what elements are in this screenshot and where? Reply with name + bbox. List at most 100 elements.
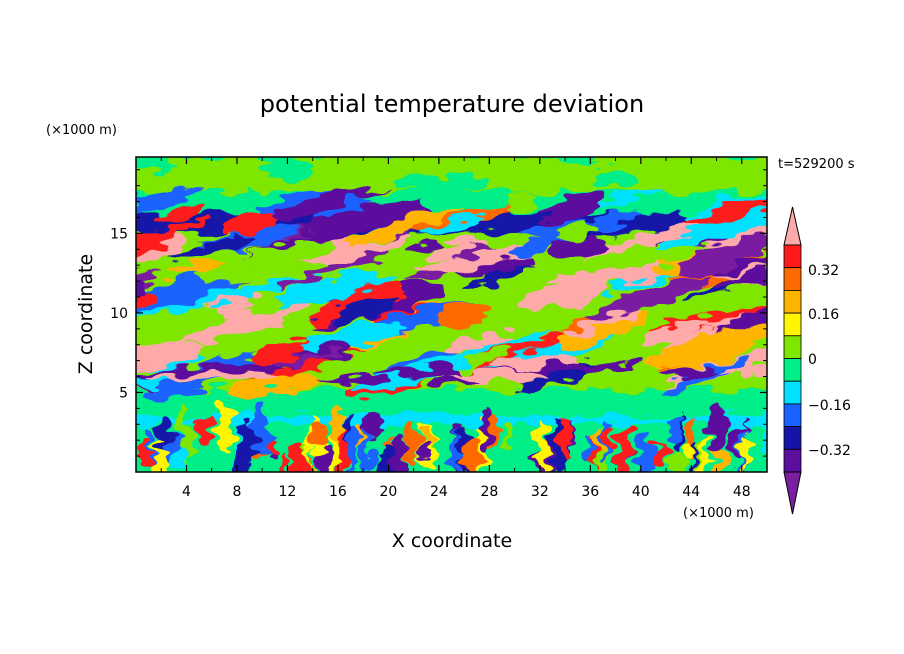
y-axis: 5 10 15 [110, 169, 767, 457]
field-blob [257, 190, 332, 215]
field-streak [660, 368, 716, 378]
field-plume [708, 400, 727, 450]
field-blob [249, 339, 317, 366]
field-plume [539, 424, 550, 472]
field-plume [309, 420, 329, 447]
field-blob [544, 277, 607, 307]
field-blob [471, 274, 569, 307]
field-blob [345, 205, 464, 246]
field-blob [270, 272, 399, 307]
field-plume [405, 423, 419, 466]
field-blob [584, 190, 666, 208]
field-streak [715, 368, 767, 378]
field-plume [664, 408, 681, 443]
field-cell [136, 171, 187, 194]
y-tick-label: 15 [110, 226, 128, 242]
colorbar-label: 0.16 [808, 307, 839, 323]
field-blob [136, 269, 159, 292]
field-plume [584, 437, 592, 465]
field-blob [605, 270, 679, 295]
colorbar-box [783, 358, 802, 382]
field-blob [429, 240, 488, 260]
y-tick-label: 10 [110, 306, 128, 322]
field-blob [254, 181, 391, 225]
field-plume [490, 410, 499, 450]
field-cell [539, 175, 597, 193]
x-tick-label: 40 [632, 484, 650, 500]
field-blob [151, 355, 205, 370]
field-blob [298, 203, 432, 233]
field-plume [196, 414, 212, 446]
y-unit-label: (×1000 m) [46, 123, 117, 138]
field-streak [214, 362, 283, 375]
field-cell [519, 159, 611, 181]
field-plume [265, 438, 278, 456]
field-plume [603, 426, 615, 446]
field-plume [694, 439, 701, 472]
field-blob [211, 295, 257, 320]
colorbar-box [783, 289, 802, 314]
field-plume [592, 428, 603, 452]
field-blob [272, 351, 345, 367]
field-blob [439, 331, 552, 364]
field-blob [136, 187, 204, 222]
colorbar-label: −0.32 [808, 443, 851, 459]
field-blob [221, 210, 281, 235]
field-blob [136, 285, 149, 303]
colorbar-label: −0.16 [808, 398, 851, 414]
colorbar-box [783, 426, 802, 450]
field-blob [334, 294, 398, 324]
field-blob [559, 221, 597, 240]
field-plume [289, 442, 310, 472]
field-blob [462, 213, 554, 237]
field-plume [558, 415, 572, 457]
field-plume [683, 441, 694, 460]
field-plume [361, 453, 380, 470]
field-blob [558, 310, 650, 349]
field-plume [279, 451, 286, 472]
x-tick-label: 20 [379, 484, 397, 500]
colorbar-top-arrow [783, 206, 802, 246]
field-blob [516, 220, 584, 238]
field-plume [157, 413, 173, 448]
field-blob [462, 265, 532, 290]
field-plume [463, 437, 482, 472]
field-blob [167, 221, 207, 232]
field-plume [216, 400, 233, 452]
x-tick-label: 48 [733, 484, 751, 500]
field-streak [145, 372, 265, 382]
field-blob [585, 275, 712, 321]
field-blob [159, 202, 207, 223]
colorbar-label: 0.32 [808, 263, 839, 279]
colorbar-box [783, 448, 802, 473]
field-plume [637, 437, 655, 472]
field-blob [712, 252, 767, 276]
field-blob [279, 248, 391, 289]
field-blob [421, 216, 487, 234]
field-plume [761, 403, 767, 450]
y-axis-label: Z coordinate [75, 254, 97, 374]
field-blob [188, 305, 306, 343]
field-blob [647, 323, 767, 368]
field-plume [178, 408, 192, 456]
field-band [136, 389, 767, 402]
field-plume [390, 436, 407, 472]
field-cell [591, 169, 641, 187]
field-plume [251, 405, 272, 454]
x-tick-label: 36 [581, 484, 599, 500]
field-blob [587, 243, 704, 270]
field-blob [675, 236, 767, 277]
field-plume [314, 448, 330, 472]
field-plume [332, 406, 344, 444]
field-band [136, 402, 767, 415]
field-blob [199, 239, 334, 283]
colorbar: 0.32 0.16 0 −0.16 −0.32 [783, 206, 851, 515]
field-blob [547, 237, 592, 263]
field-blob [647, 318, 708, 344]
field-blob [700, 215, 767, 250]
x-tick-label: 32 [531, 484, 549, 500]
x-tick-label: 8 [232, 484, 241, 500]
field-plume [670, 454, 688, 472]
field-blob [165, 258, 234, 276]
time-label: t=529200 s [778, 157, 855, 172]
